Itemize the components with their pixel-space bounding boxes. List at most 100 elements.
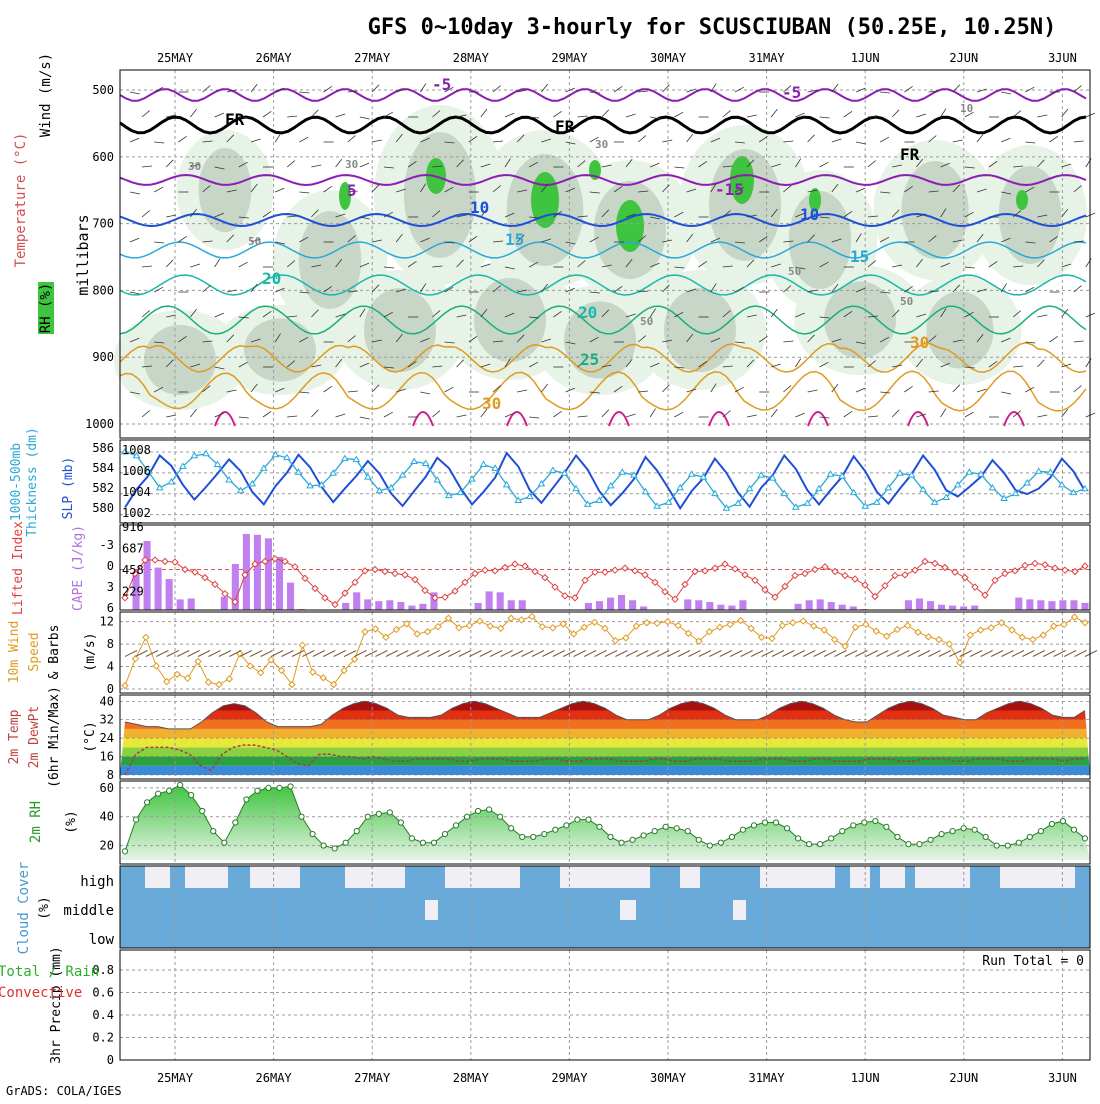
date-label-top: 2JUN xyxy=(949,51,978,65)
cape-tick: 687 xyxy=(122,542,144,556)
wind-barb xyxy=(843,411,853,418)
wind-barb xyxy=(892,264,903,268)
wind-barb xyxy=(504,266,515,270)
wind-barb xyxy=(758,336,768,343)
wind-barb xyxy=(729,650,743,657)
wind-barb xyxy=(190,263,201,268)
wind-barb xyxy=(541,83,548,93)
lifted-index-point xyxy=(651,578,659,587)
minmax-label: (6hr Min/Max) xyxy=(47,686,62,788)
thickness-point xyxy=(861,502,870,509)
wind-barb xyxy=(650,262,660,268)
thickness-point xyxy=(815,484,823,492)
wind-speed-point xyxy=(350,655,359,663)
wind-speed-point xyxy=(736,616,745,625)
precip-tick: 0.4 xyxy=(92,1008,114,1022)
wind-barb xyxy=(480,108,488,118)
lifted-index-point xyxy=(201,573,209,582)
wind-barb xyxy=(783,140,794,143)
rh-point xyxy=(1081,835,1089,842)
thickness-point xyxy=(757,471,766,478)
wind-barb xyxy=(940,108,947,118)
wind-barb xyxy=(638,290,649,293)
lifted-index-point xyxy=(461,578,469,587)
wind-barb xyxy=(275,187,285,193)
thickness-point xyxy=(1081,484,1089,492)
wind-speed-point xyxy=(225,675,234,683)
wind-barb xyxy=(916,158,923,168)
thickness-point xyxy=(768,474,777,481)
wind-speed-point xyxy=(1039,631,1047,639)
wind-barb xyxy=(855,341,866,345)
wind-barb xyxy=(407,161,417,168)
wind-barb xyxy=(249,650,263,657)
wind-barb xyxy=(166,114,177,118)
rh-point xyxy=(419,839,427,846)
contour-label: 50 xyxy=(640,315,653,328)
date-label-top: 30MAY xyxy=(650,51,687,65)
wind-barb xyxy=(867,215,878,218)
wind-barb xyxy=(444,86,454,93)
wind-barb xyxy=(1001,237,1011,243)
rh-point xyxy=(695,836,702,843)
wind-barb xyxy=(783,85,792,93)
wind-barb xyxy=(589,191,600,194)
rh-point xyxy=(563,822,570,829)
wind-barb xyxy=(166,650,179,657)
wind-barb xyxy=(359,162,370,168)
wind-barb xyxy=(383,166,394,169)
wind-barb xyxy=(395,233,403,243)
wind-barb xyxy=(746,314,757,318)
wind-barb xyxy=(275,387,285,393)
wind-barb xyxy=(202,285,211,293)
cape-bar xyxy=(728,605,736,610)
cape-bar xyxy=(960,606,968,610)
lifted-index-point xyxy=(781,582,789,591)
lifted-index-point xyxy=(861,581,869,589)
contour-line xyxy=(119,88,1087,102)
wind-barb xyxy=(359,116,370,120)
rh-point xyxy=(353,828,360,835)
wind-barb xyxy=(286,260,296,268)
wind-barb xyxy=(275,87,285,93)
thickness-point xyxy=(942,493,951,501)
wind-barb xyxy=(335,258,343,268)
wind-barb xyxy=(529,316,540,319)
wind-barb xyxy=(504,158,511,168)
thickness-point xyxy=(953,480,962,488)
wind-barb xyxy=(649,408,656,418)
wind-barb xyxy=(214,258,221,268)
lifted-index-point xyxy=(221,590,229,598)
wind-barb xyxy=(250,138,261,143)
cape-bar xyxy=(253,534,261,610)
cloud-units-label: (%) xyxy=(37,896,52,919)
wind-barb xyxy=(916,258,923,268)
thickness-point xyxy=(977,470,985,477)
lifted-index-point xyxy=(841,571,849,580)
wind-barb xyxy=(819,316,830,319)
wind-speed-point xyxy=(997,619,1006,627)
wind-speed-point xyxy=(309,668,317,676)
wind-barb xyxy=(803,650,816,657)
wind-barb xyxy=(1037,314,1048,318)
wind-barb xyxy=(891,309,900,318)
wind-barb xyxy=(458,650,472,657)
wind-barb xyxy=(371,384,380,393)
contour-label: 30 xyxy=(188,160,201,173)
lifted-index-point xyxy=(191,568,199,576)
wind-barb xyxy=(891,209,900,218)
wind-barb xyxy=(250,83,258,93)
wind-barb xyxy=(420,183,427,193)
thickness-point xyxy=(444,491,453,499)
wind-speed-point xyxy=(329,680,338,689)
wind-barb xyxy=(662,384,670,393)
wind-barb xyxy=(226,289,237,293)
panel-frame xyxy=(119,694,1091,780)
cape-bar xyxy=(640,606,648,610)
wind-barb xyxy=(1025,286,1035,293)
wind-barb xyxy=(456,414,467,418)
wind-barb xyxy=(904,186,913,193)
wind-barb xyxy=(650,362,660,368)
wind-barb xyxy=(734,186,744,193)
wind-barb xyxy=(432,310,441,318)
